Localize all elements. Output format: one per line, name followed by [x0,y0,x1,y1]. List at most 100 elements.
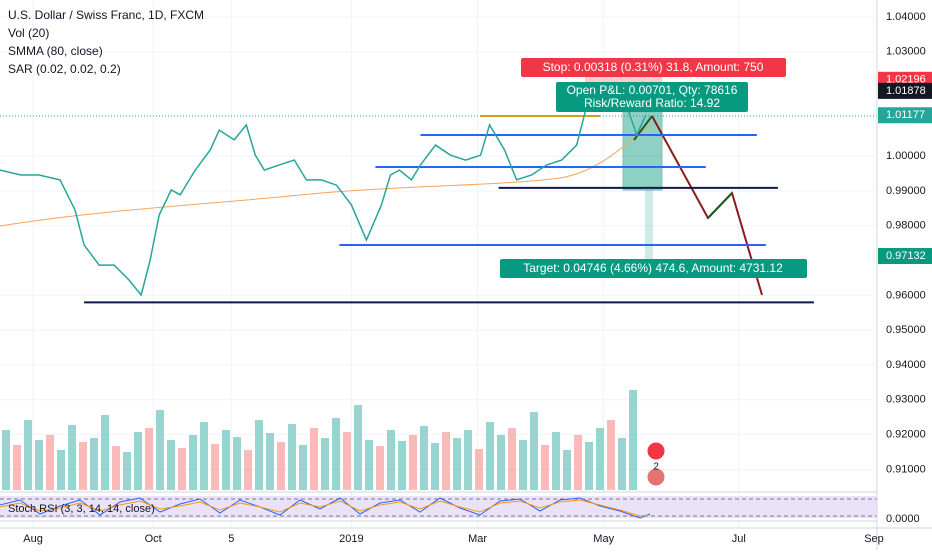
price-badge-label: 1.01177 [886,109,925,121]
chart-title: U.S. Dollar / Swiss Franc, 1D, FXCM [8,8,204,22]
volume-bar [530,412,538,490]
volume-bar [288,424,296,490]
y-tick-label: 0.92000 [886,429,926,441]
x-tick-label: Sep [864,533,884,545]
volume-bar [508,428,516,490]
volume-bar [266,433,274,490]
target-label: Target: 0.04746 (4.66%) 474.6, Amount: 4… [523,261,783,275]
volume-bar [222,430,230,490]
y-tick-label: 0.91000 [886,463,926,475]
y-tick-label: 1.03000 [886,46,926,58]
volume-bar [365,440,373,490]
volume-bar [244,450,252,490]
volume-bar [607,420,615,490]
volume-bar [189,435,197,490]
y-tick-label: 0.99000 [886,185,926,197]
volume-bar [420,426,428,490]
volume-bar [167,440,175,490]
volume-bar [332,418,340,490]
target-label-box [500,259,807,278]
volume-bar [618,438,626,490]
volume-bar [541,445,549,490]
volume-bar [112,446,120,490]
volume-bar [79,442,87,490]
x-tick-label: Aug [23,533,43,545]
pnl-label: Open P&L: 0.00701, Qty: 78616 [567,83,738,97]
volume-bar [409,435,417,490]
event-count: 2 [653,462,659,473]
volume-bar [376,446,384,490]
price-badge [878,107,932,124]
volume-bar [145,428,153,490]
x-tick-label: Oct [145,533,162,545]
event-icon[interactable] [646,467,666,487]
y-tick-label: 0.93000 [886,394,926,406]
volume-bar [552,432,560,490]
volume-bar [354,405,362,490]
volume-bar [178,448,186,490]
y-tick-label: 0.94000 [886,359,926,371]
volume-bar [277,442,285,490]
volume-bar [123,452,131,490]
price-badge [878,82,932,99]
forecast-arrow [707,192,733,219]
volume-bar [134,432,142,490]
volume-bar [387,430,395,490]
rr-label: Risk/Reward Ratio: 14.92 [584,96,720,110]
x-tick-label: May [593,533,614,545]
volume-bar [200,422,208,490]
volume-bar [321,438,329,490]
volume-bar [629,390,637,490]
stop-label-box [521,58,786,77]
volume-bar [486,422,494,490]
y-tick-label: 0.96000 [886,289,926,301]
indicator-label: Vol (20) [8,26,49,40]
x-tick-label: 5 [228,533,234,545]
volume-bar [57,450,65,490]
volume-bar [464,430,472,490]
target-zone-tail [645,190,653,260]
y-tick-label: 1.04000 [886,11,926,23]
volume-bar [563,450,571,490]
volume-bar [453,438,461,490]
x-tick-label: 2019 [339,533,363,545]
volume-bar [310,428,318,490]
volume-bar [211,444,219,490]
stoch-d [0,499,651,517]
price-badge [878,248,932,265]
volume-bar [574,435,582,490]
event-icon[interactable] [646,441,666,461]
volume-bar [299,445,307,490]
volume-bar [90,438,98,490]
volume-bar [68,425,76,490]
volume-bar [431,443,439,490]
volume-bar [596,428,604,490]
indicator-label: SAR (0.02, 0.02, 0.2) [8,62,121,76]
axes: 1.04000 1.03000 1.00000 0.99000 0.98000 0.960… [23,11,932,545]
x-tick-label: Jul [732,533,746,545]
volume-bar [233,437,241,490]
stoch-tick: 0.0000 [886,513,920,525]
volume-bar [156,410,164,490]
volume-bar [398,441,406,490]
volume-bar [585,442,593,490]
stop-label: Stop: 0.00318 (0.31%) 31.8, Amount: 750 [543,60,764,74]
price-badge-label: 1.01878 [886,85,926,97]
volume-bar [343,432,351,490]
plot [0,83,814,304]
volume-bar [101,415,109,490]
volume-bar [35,440,43,490]
y-tick-label: 0.98000 [886,220,926,232]
volume-bar [519,440,527,490]
target-zone [622,111,663,191]
volume-bar [13,445,21,490]
y-tick-label: 1.00000 [886,150,926,162]
pnl-label-box [556,82,748,112]
volume-bar [255,420,263,490]
volume-bar [46,435,54,490]
volume-bar [475,449,483,490]
volume-bar [2,430,10,490]
x-tick-label: Mar [468,533,487,545]
price-badge-label: 0.97132 [886,250,926,262]
